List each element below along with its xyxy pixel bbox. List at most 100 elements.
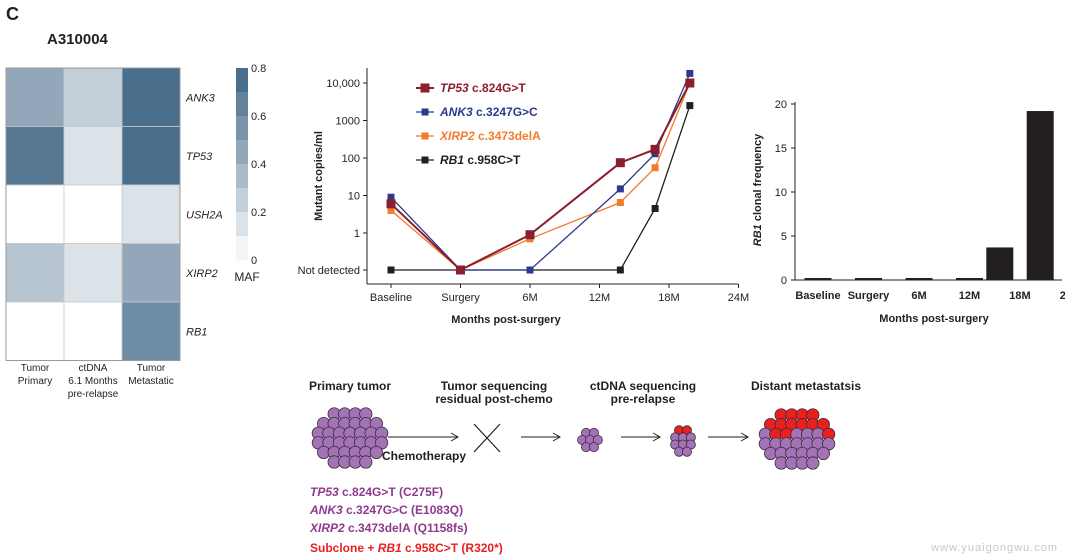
bar-y-tick-label: 5: [781, 231, 787, 243]
bar-y-axis-label: RB1 clonal frequency: [752, 133, 764, 246]
heatmap-cell: [121, 67, 181, 127]
bar-y-tick-label: 20: [775, 99, 787, 111]
heatmap-cell: [121, 126, 181, 186]
mutation-list-item: TP53 c.824G>T (C275F): [310, 485, 443, 499]
x-tick-label: 12M: [589, 292, 610, 304]
heatmap-border: [5, 67, 181, 361]
data-point: [651, 164, 659, 172]
bar-x-tick-label: 12M: [959, 290, 980, 302]
bar: [1026, 111, 1054, 280]
bar-x-tick-label: Surgery: [848, 290, 890, 302]
data-point: [686, 102, 694, 110]
colorbar-tick-label: 0.8: [251, 63, 266, 75]
colorbar-segment: [236, 92, 248, 117]
heatmap-cell: [63, 301, 123, 361]
heatmap-row-label: XIRP2: [185, 268, 218, 280]
bar-x-tick-label: 24M: [1060, 290, 1065, 302]
colorbar-tick-label: 0.4: [251, 159, 266, 171]
data-point: [685, 78, 695, 88]
colorbar-segment: [236, 68, 248, 93]
arrow-head: [652, 432, 662, 442]
bar: [956, 278, 983, 280]
y-tick-label: 100: [342, 153, 360, 165]
cell-cluster: [758, 408, 836, 470]
bar-y-tick-label: 15: [775, 143, 787, 155]
bar-x-axis-label: Months post-surgery: [879, 313, 989, 325]
heatmap-cell: [5, 126, 65, 186]
legend-entry: RB1 c.958C>T: [440, 153, 521, 167]
watermark: www.yuaigongwu.com: [930, 542, 1058, 554]
legend-marker: [421, 108, 429, 116]
bar-x-tick-label: 6M: [911, 290, 926, 302]
heatmap-row-label: ANK3: [185, 92, 216, 104]
colorbar-label: MAF: [234, 270, 259, 284]
cell: [588, 442, 599, 453]
stage-label: Primary tumor: [309, 379, 391, 393]
stage-label: ctDNA sequencing: [590, 379, 696, 393]
x-axis-label: Months post-surgery: [451, 314, 561, 326]
cell-cluster: [311, 407, 389, 469]
legend-entry: XIRP2 c.3473delA: [439, 129, 541, 143]
bar: [905, 278, 933, 280]
mutation-list-item: XIRP2 c.3473delA (Q1158fs): [309, 521, 468, 535]
cell: [359, 455, 373, 469]
cell: [806, 456, 820, 470]
arrow-head: [450, 432, 460, 442]
series-line: [390, 73, 691, 271]
heatmap-cell: [63, 126, 123, 186]
legend-entry: ANK3 c.3247G>C: [439, 105, 538, 119]
heatmap-column-label: 6.1 Months: [68, 376, 117, 387]
x-tick-label: 6M: [522, 292, 537, 304]
colorbar-tick-label: 0: [251, 255, 257, 267]
colorbar-tick-label: 0.2: [251, 207, 266, 219]
bar-y-tick-label: 10: [775, 187, 787, 199]
heatmap-cell: [5, 301, 65, 361]
heatmap-cell: [121, 243, 181, 303]
data-point: [651, 205, 659, 213]
bar: [804, 278, 832, 280]
y-axis-label: Mutant copies/ml: [313, 131, 325, 221]
heatmap-cell: [63, 243, 123, 303]
series-line: [391, 105, 691, 271]
heatmap-row-label: RB1: [186, 326, 207, 338]
maf-colorbar: 0 0.2 0.4 0.6 0.8 MAF: [234, 63, 266, 284]
arrow-head: [740, 432, 750, 442]
y-tick-label: Not detected: [298, 265, 360, 277]
legend-marker: [421, 132, 429, 140]
x-tick-label: 18M: [658, 292, 679, 304]
data-point: [387, 206, 395, 214]
cell: [681, 446, 692, 457]
heatmap-cell: [121, 301, 181, 361]
series-line: [390, 82, 691, 271]
mutation-list: TP53 c.824G>T (C275F) ANK3 c.3247G>C (E10…: [309, 485, 503, 555]
x-tick-label: Surgery: [441, 292, 480, 304]
legend-entry: TP53 c.824G>T: [440, 81, 526, 95]
heatmap-cell: [121, 184, 181, 244]
stage-label: Tumor sequencing: [441, 379, 547, 393]
mutation-list-item: ANK3 c.3247G>C (E1083Q): [309, 503, 463, 517]
y-tick-label: 10: [348, 191, 360, 203]
colorbar-segment: [236, 188, 248, 213]
stage-label: residual post-chemo: [435, 392, 552, 406]
data-point: [686, 69, 694, 77]
heatmap-column-label: ctDNA: [79, 363, 108, 374]
heatmap-row-label: TP53: [186, 151, 213, 163]
heatmap-column-label: Tumor: [21, 363, 50, 374]
heatmap-column-label: Metastatic: [128, 376, 174, 387]
data-point: [526, 266, 534, 274]
panel-letter: C: [6, 4, 19, 24]
stage-label: pre-relapse: [611, 392, 676, 406]
data-point: [650, 144, 660, 154]
mutant-copies-line-chart: Not detected 1 10 100 1000 10,000 Baseline Surg…: [298, 68, 749, 326]
bar-x-tick-label: Baseline: [795, 290, 840, 302]
colorbar-tick-label: 0.6: [251, 111, 266, 123]
data-point: [615, 158, 625, 168]
heatmap-column-label: pre-relapse: [68, 389, 119, 400]
colorbar-segment: [236, 164, 248, 189]
y-tick-label: 1: [354, 228, 360, 240]
colorbar-segment: [236, 236, 248, 261]
legend-marker: [421, 156, 429, 164]
data-point: [386, 199, 396, 209]
cell: [816, 446, 830, 461]
